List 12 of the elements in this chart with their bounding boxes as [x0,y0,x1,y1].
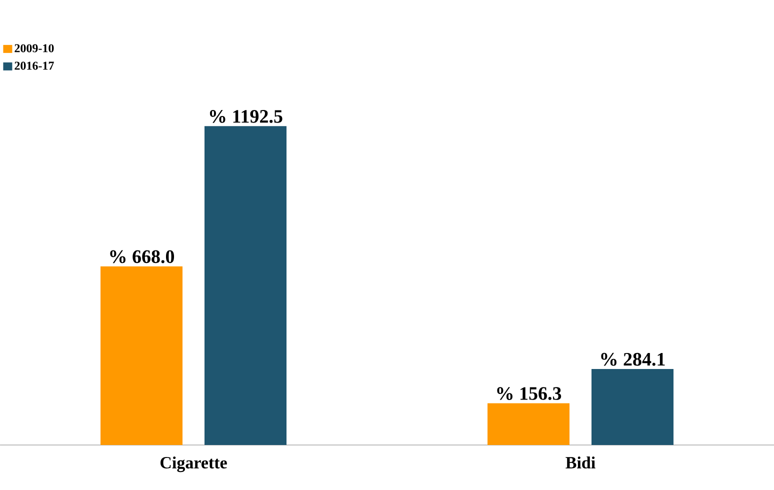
bar [592,369,674,445]
data-label: % 156.3 [497,387,562,400]
bar [204,126,287,445]
x-tick-label: Bidi [566,456,596,468]
bar [100,266,183,445]
data-label: % 1192.5 [210,110,282,123]
legend-label: 2009-10 [14,44,54,52]
data-label: % 668.0 [110,250,174,264]
x-tick-label: Cigarette [160,456,227,472]
data-label: % 284.1 [601,352,665,366]
legend-label: 2016-17 [14,62,54,70]
bar [488,403,570,445]
